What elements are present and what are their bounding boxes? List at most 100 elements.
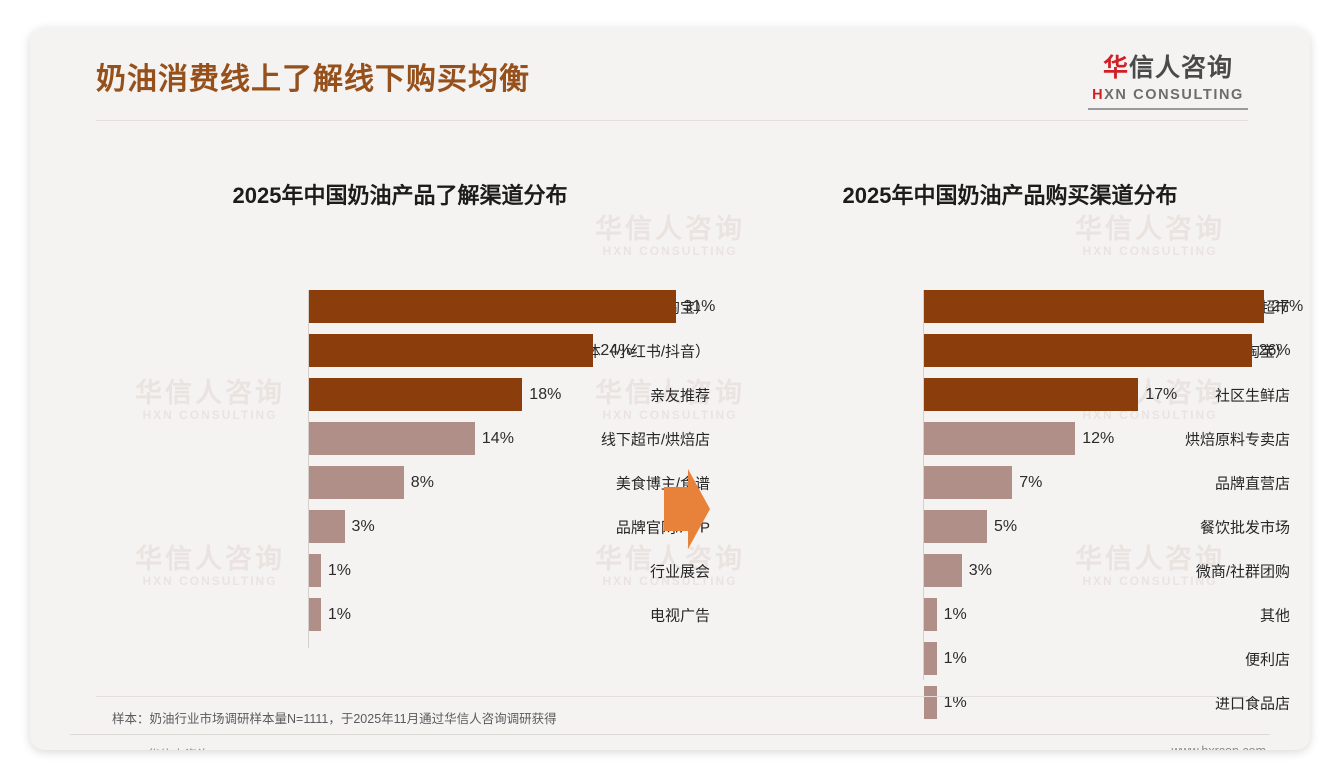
source-note: 样本：奶油行业市场调研样本量N=1111，于2025年11月通过华信人咨询调研获… bbox=[112, 712, 557, 726]
bar-track: 1% bbox=[924, 598, 967, 631]
bar-row: 行业展会 1% bbox=[90, 554, 710, 587]
bar-fill bbox=[924, 642, 937, 675]
bar-fill bbox=[309, 334, 594, 367]
bar-track: 26% bbox=[924, 334, 1291, 367]
bar-row: 其他 1% bbox=[730, 598, 1290, 631]
bar-fill bbox=[924, 422, 1076, 455]
bar-track: 1% bbox=[924, 686, 967, 719]
bar-value-label: 27% bbox=[1271, 298, 1304, 315]
bar-fill bbox=[309, 290, 677, 323]
bar-row: 品牌直营店 7% bbox=[730, 466, 1290, 499]
bar-row: 线下超市/烘焙店 14% bbox=[90, 422, 710, 455]
chart-awareness-channels: 2025年中国奶油产品了解渠道分布 电商平台（京东/淘宝）31% 社交媒体（小红书… bbox=[90, 178, 715, 688]
bar-category-label: 餐饮批发市场 bbox=[1199, 519, 1290, 536]
bar-row: 电商平台（京东/淘宝）31% bbox=[90, 290, 715, 323]
bar-track: 14% bbox=[309, 422, 514, 455]
bar-fill bbox=[924, 378, 1139, 411]
bar-track: 31% bbox=[309, 290, 715, 323]
logo-accent-char: 华 bbox=[1102, 54, 1129, 82]
bar-value-label: 18% bbox=[529, 386, 562, 403]
bar-track: 7% bbox=[924, 466, 1042, 499]
bar-row: 进口食品店 1% bbox=[730, 686, 1290, 719]
bar-track: 24% bbox=[309, 334, 632, 367]
bar-value-label: 26% bbox=[1258, 342, 1291, 359]
value-axis-line bbox=[308, 290, 309, 648]
logo-en-accent-char: H bbox=[1092, 87, 1105, 103]
bar-fill bbox=[309, 378, 523, 411]
bar-category-label: 电视广告 bbox=[649, 607, 710, 624]
bar-value-label: 14% bbox=[481, 430, 514, 447]
bar-category-label: 微商/社群团购 bbox=[1195, 563, 1290, 580]
bar-fill bbox=[924, 554, 962, 587]
bar-track: 3% bbox=[924, 554, 992, 587]
bar-fill bbox=[924, 510, 987, 543]
bar-track: 27% bbox=[924, 290, 1303, 323]
bar-fill bbox=[924, 334, 1252, 367]
bar-category-label: 社区生鲜店 bbox=[1214, 387, 1290, 404]
bar-value-label: 1% bbox=[943, 650, 967, 667]
bar-track: 8% bbox=[309, 466, 434, 499]
bar-value-label: 7% bbox=[1019, 474, 1043, 491]
bar-row: 大型超市27% bbox=[730, 290, 1303, 323]
bar-fill bbox=[309, 422, 475, 455]
bar-row: 社区生鲜店 17% bbox=[730, 378, 1290, 411]
bar-row: 社交媒体（小红书/抖音） 24% bbox=[90, 334, 710, 367]
bar-category-label: 其他 bbox=[1259, 607, 1290, 624]
value-axis-line bbox=[923, 290, 924, 680]
bar-value-label: 31% bbox=[683, 298, 716, 315]
company-logo: 华信人咨询 HXN CONSULTING bbox=[1088, 56, 1248, 110]
bar-row: 电商平台（京东/淘宝）26% bbox=[730, 334, 1291, 367]
bar-value-label: 1% bbox=[327, 562, 351, 579]
chart-purchase-channels: 2025年中国奶油产品购买渠道分布 大型超市27% 电商平台（京东/淘宝）26% 社… bbox=[730, 178, 1303, 719]
logo-en-rest: XN CONSULTING bbox=[1104, 87, 1244, 103]
website-url[interactable]: www.hxrcon.com bbox=[1172, 744, 1266, 750]
bar-value-label: 8% bbox=[410, 474, 434, 491]
chart-plot-area: 电商平台（京东/淘宝）31% 社交媒体（小红书/抖音）24% 亲友推荐 18% 线下超市… bbox=[90, 290, 715, 648]
bar-value-label: 17% bbox=[1145, 386, 1178, 403]
bar-fill bbox=[309, 510, 345, 543]
footer-divider bbox=[70, 734, 1270, 735]
bar-fill bbox=[924, 598, 937, 631]
bar-rows: 大型超市27% 电商平台（京东/淘宝）26% 社区生鲜店 17% 烘焙原料专卖店 12% 品… bbox=[730, 290, 1303, 719]
bar-fill bbox=[309, 554, 321, 587]
bar-value-label: 5% bbox=[994, 518, 1018, 535]
logo-chinese-text: 华信人咨询 bbox=[1088, 56, 1248, 81]
page-title: 奶油消费线上了解线下购买均衡 bbox=[96, 63, 530, 96]
header-divider bbox=[96, 120, 1248, 121]
bar-value-label: 3% bbox=[968, 562, 992, 579]
bar-fill bbox=[924, 290, 1265, 323]
bar-value-label: 24% bbox=[600, 342, 633, 359]
bar-track: 12% bbox=[924, 422, 1114, 455]
bar-category-label: 便利店 bbox=[1244, 651, 1290, 668]
logo-english-text: HXN CONSULTING bbox=[1088, 88, 1248, 103]
bar-value-label: 12% bbox=[1082, 430, 1115, 447]
bar-value-label: 1% bbox=[943, 606, 967, 623]
bar-row: 美食博主/食谱 8% bbox=[90, 466, 710, 499]
footnote-divider bbox=[96, 696, 1248, 697]
bar-track: 5% bbox=[924, 510, 1017, 543]
bar-row: 便利店 1% bbox=[730, 642, 1290, 675]
bar-value-label: 1% bbox=[943, 694, 967, 711]
bar-fill bbox=[309, 466, 404, 499]
right-arrow-icon bbox=[664, 469, 710, 549]
bar-track: 1% bbox=[309, 598, 351, 631]
bar-value-label: 1% bbox=[327, 606, 351, 623]
bar-track: 1% bbox=[309, 554, 351, 587]
bar-track: 1% bbox=[924, 642, 967, 675]
bar-track: 17% bbox=[924, 378, 1177, 411]
bar-track: 18% bbox=[309, 378, 561, 411]
bar-value-label: 3% bbox=[351, 518, 375, 535]
bar-row: 电视广告 1% bbox=[90, 598, 710, 631]
bar-category-label: 线下超市/烘焙店 bbox=[600, 431, 710, 448]
bar-fill bbox=[309, 598, 321, 631]
chart-title: 2025年中国奶油产品购买渠道分布 bbox=[842, 183, 1178, 208]
logo-underline bbox=[1088, 107, 1248, 110]
bar-category-label: 亲友推荐 bbox=[649, 387, 710, 404]
slide-card: 奶油消费线上了解线下购买均衡 华信人咨询 HXN CONSULTING 华信人咨… bbox=[30, 28, 1310, 750]
bar-rows: 电商平台（京东/淘宝）31% 社交媒体（小红书/抖音）24% 亲友推荐 18% 线下超市… bbox=[90, 290, 715, 631]
bar-row: 微商/社群团购 3% bbox=[730, 554, 1290, 587]
bar-track: 3% bbox=[309, 510, 375, 543]
bar-category-label: 品牌直营店 bbox=[1214, 475, 1290, 492]
copyright-text: ©2026.1 HXR华信人咨询 bbox=[70, 744, 210, 750]
bar-row: 餐饮批发市场 5% bbox=[730, 510, 1290, 543]
